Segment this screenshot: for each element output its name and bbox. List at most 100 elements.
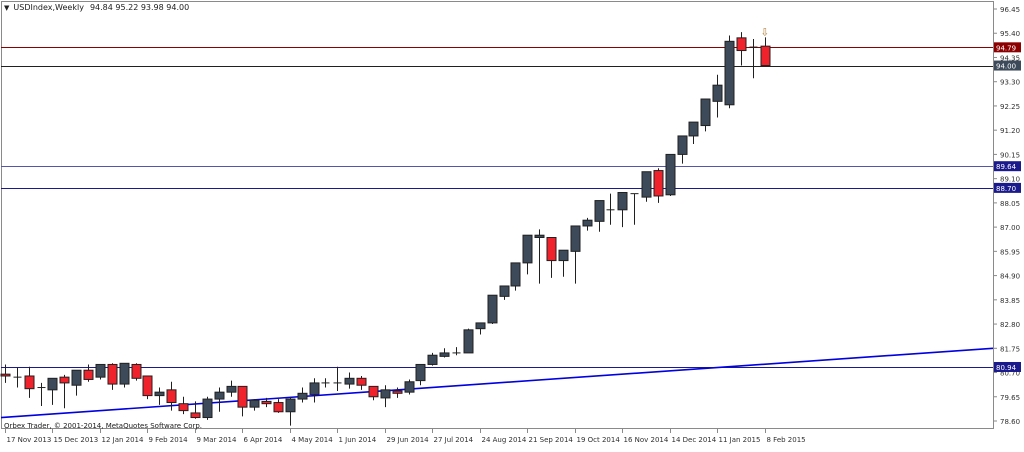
symbol-label: USDIndex,Weekly	[13, 3, 84, 12]
price-label-box	[994, 60, 1021, 71]
candle-body-bear	[166, 389, 177, 404]
candle-body-bull	[558, 249, 569, 262]
candle[interactable]	[392, 387, 403, 398]
candle-body-bull	[700, 98, 711, 127]
candle-body-bull	[249, 399, 260, 408]
candle[interactable]	[415, 363, 426, 386]
candle[interactable]	[582, 217, 593, 231]
candle[interactable]	[119, 362, 130, 388]
candle[interactable]	[700, 98, 711, 132]
time-tick-label: 29 Jun 2014	[387, 436, 430, 444]
candle[interactable]	[47, 377, 58, 405]
candle[interactable]	[178, 396, 189, 415]
candle[interactable]	[71, 369, 82, 396]
candle[interactable]	[749, 39, 758, 79]
candle[interactable]	[166, 381, 177, 411]
candle[interactable]	[558, 249, 569, 277]
candle[interactable]	[617, 191, 628, 228]
candle[interactable]	[487, 294, 498, 325]
candle-body-bear	[59, 376, 70, 384]
candle[interactable]	[13, 367, 22, 388]
time-tick-label: 24 Aug 2014	[482, 436, 527, 444]
candle-body-bull	[404, 381, 415, 393]
candle[interactable]	[297, 387, 308, 403]
candle[interactable]	[59, 374, 70, 409]
candle[interactable]	[712, 74, 723, 118]
candle[interactable]	[261, 397, 272, 408]
candle-body-bull	[665, 153, 676, 196]
candle[interactable]	[594, 200, 605, 232]
candle[interactable]	[142, 375, 153, 400]
candle[interactable]	[24, 366, 35, 398]
candle[interactable]	[380, 385, 391, 408]
candle[interactable]	[499, 285, 510, 300]
plot-area[interactable]	[1, 1, 994, 429]
candle-body-bull	[309, 382, 320, 395]
candle[interactable]	[439, 348, 450, 358]
candle[interactable]	[344, 372, 355, 389]
candle-body-bull	[344, 377, 355, 385]
candle[interactable]	[630, 193, 639, 225]
trendline[interactable]	[0, 347, 994, 419]
candle[interactable]	[249, 399, 260, 411]
candle[interactable]	[309, 378, 320, 403]
candle[interactable]	[724, 35, 735, 109]
candle[interactable]	[452, 347, 461, 356]
candle[interactable]	[321, 378, 330, 388]
candle[interactable]	[226, 380, 237, 397]
price-tick-label: 84.90	[1000, 273, 1020, 281]
candle[interactable]	[0, 364, 11, 383]
candle[interactable]	[534, 229, 545, 284]
candle[interactable]	[37, 382, 46, 406]
candle[interactable]	[570, 225, 581, 284]
candle[interactable]	[404, 379, 415, 395]
candle-body-bear	[653, 170, 664, 197]
candle[interactable]	[285, 396, 296, 426]
copyright-text: Orbex Trader, © 2001-2014, MetaQuotes So…	[4, 422, 203, 430]
candles-group	[0, 32, 771, 426]
candle[interactable]	[131, 363, 142, 381]
candle[interactable]	[522, 234, 533, 275]
time-tick-label: 19 Oct 2014	[577, 436, 621, 444]
price-tick-label: 81.75	[1000, 345, 1020, 353]
candle[interactable]	[463, 328, 474, 354]
candle-body-bull	[439, 352, 450, 357]
candle[interactable]	[653, 168, 664, 203]
collapse-triangle-icon[interactable]: ▼	[4, 4, 10, 12]
candle[interactable]	[190, 401, 201, 419]
candle[interactable]	[677, 135, 688, 164]
candle[interactable]	[665, 153, 676, 196]
candle-body-bear	[392, 390, 403, 394]
candle[interactable]	[95, 363, 106, 380]
candle-body-bull	[202, 398, 213, 419]
candle[interactable]	[760, 37, 771, 67]
candle[interactable]	[107, 363, 118, 390]
candle-body-bull	[285, 398, 296, 413]
candle[interactable]	[688, 121, 699, 145]
candle[interactable]	[368, 385, 379, 401]
candle[interactable]	[214, 387, 225, 412]
price-tick-label: 94.35	[1000, 54, 1020, 62]
candle[interactable]	[202, 396, 213, 420]
candle[interactable]	[606, 193, 615, 225]
candle[interactable]	[510, 262, 521, 291]
candle[interactable]	[736, 32, 747, 66]
candle[interactable]	[475, 322, 486, 335]
price-label-box	[994, 182, 1021, 193]
candle-body-bull	[724, 40, 735, 106]
candle[interactable]	[237, 385, 248, 417]
price-label-text: 94.00	[996, 63, 1016, 71]
candle[interactable]	[356, 375, 367, 390]
candle[interactable]	[273, 399, 284, 413]
candle-body-bull	[594, 200, 605, 222]
candle[interactable]	[154, 387, 165, 405]
candle[interactable]	[333, 366, 342, 391]
price-tick-label: 85.95	[1000, 248, 1020, 256]
candle[interactable]	[83, 364, 94, 382]
candle[interactable]	[546, 237, 557, 278]
down-arrow-marker-icon: ⇩	[761, 27, 769, 38]
candle[interactable]	[427, 352, 438, 366]
candle[interactable]	[641, 171, 652, 202]
